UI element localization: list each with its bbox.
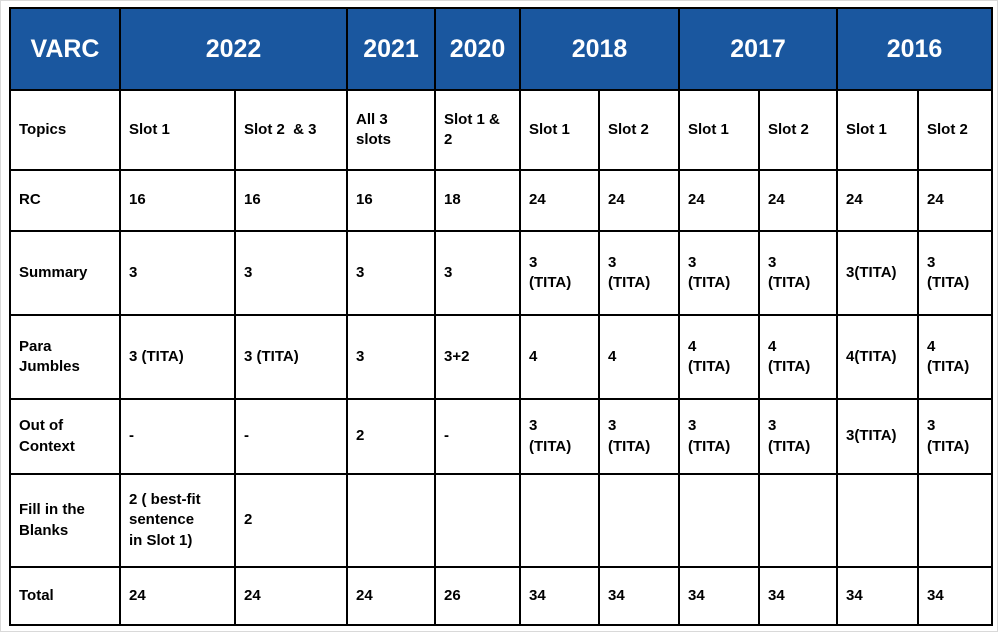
table-cell: 3 (TITA) <box>678 230 760 316</box>
year-header-2017: 2017 <box>678 7 838 91</box>
table-cell: 34 <box>917 566 993 626</box>
table-cell: Slot 2 <box>758 89 838 171</box>
table-cell <box>346 473 436 568</box>
year-header-2020: 2020 <box>434 7 521 91</box>
table-cell: 2 <box>346 398 436 475</box>
table-cell <box>758 473 838 568</box>
table-cell: 3 (TITA) <box>119 314 236 400</box>
table-cell <box>434 473 521 568</box>
table-cell: 4(TITA) <box>836 314 919 400</box>
table-cell: Slot 1 <box>119 89 236 171</box>
table-cell: 3 <box>346 314 436 400</box>
table-cell: 3 (TITA) <box>598 230 680 316</box>
row-label-summary: Summary <box>9 230 121 316</box>
table-cell: 4 <box>598 314 680 400</box>
table-cell: 4 (TITA) <box>917 314 993 400</box>
table-cell: Slot 1 <box>519 89 600 171</box>
table-cell: 16 <box>234 169 348 232</box>
table-cell: 34 <box>758 566 838 626</box>
table-cell: 3 (TITA) <box>758 398 838 475</box>
table-cell: 16 <box>119 169 236 232</box>
table-cell: 3 (TITA) <box>519 398 600 475</box>
table-cell: 4 (TITA) <box>758 314 838 400</box>
table-cell: 34 <box>519 566 600 626</box>
table-cell: 24 <box>519 169 600 232</box>
table-cell <box>917 473 993 568</box>
table-cell: Slot 1 <box>836 89 919 171</box>
table-cell: - <box>234 398 348 475</box>
year-header-row: VARC 2022 2021 2020 2018 2017 2016 <box>9 7 993 91</box>
table-cell: 24 <box>119 566 236 626</box>
table-cell: 3 (TITA) <box>234 314 348 400</box>
table-cell: 3 <box>119 230 236 316</box>
table-cell: 24 <box>678 169 760 232</box>
table-row-topics: Topics Slot 1 Slot 2 & 3 All 3 slots Slo… <box>9 89 993 171</box>
table-cell: All 3 slots <box>346 89 436 171</box>
table-cell: 34 <box>598 566 680 626</box>
year-header-2016: 2016 <box>836 7 993 91</box>
table-cell: 18 <box>434 169 521 232</box>
table-cell <box>678 473 760 568</box>
table-cell: 26 <box>434 566 521 626</box>
table-cell: 3(TITA) <box>836 398 919 475</box>
table-title-varc: VARC <box>9 7 121 91</box>
row-label-rc: RC <box>9 169 121 232</box>
table-row-fill-in-the-blanks: Fill in the Blanks 2 ( best-fit sentence… <box>9 473 993 568</box>
table-cell: 3 (TITA) <box>678 398 760 475</box>
table-cell: 4 (TITA) <box>678 314 760 400</box>
table-cell: 2 ( best-fit sentence in Slot 1) <box>119 473 236 568</box>
table-row-out-of-context: Out of Context - - 2 - 3 (TITA) 3 (TITA)… <box>9 398 993 475</box>
varc-table: VARC 2022 2021 2020 2018 2017 2016 Topic… <box>9 7 993 626</box>
year-header-2022: 2022 <box>119 7 348 91</box>
table-cell: 16 <box>346 169 436 232</box>
row-label-fill-in-the-blanks: Fill in the Blanks <box>9 473 121 568</box>
table-cell: 24 <box>917 169 993 232</box>
table-cell: - <box>434 398 521 475</box>
table-cell <box>598 473 680 568</box>
row-label-out-of-context: Out of Context <box>9 398 121 475</box>
table-cell: 4 <box>519 314 600 400</box>
table-cell <box>519 473 600 568</box>
row-label-para-jumbles: Para Jumbles <box>9 314 121 400</box>
table-cell: 3 (TITA) <box>917 230 993 316</box>
table-cell: Slot 2 & 3 <box>234 89 348 171</box>
row-label-topics: Topics <box>9 89 121 171</box>
table-cell: 34 <box>678 566 760 626</box>
table-cell: 3+2 <box>434 314 521 400</box>
table-cell: 3 <box>346 230 436 316</box>
table-cell: 24 <box>836 169 919 232</box>
table-cell: Slot 1 <box>678 89 760 171</box>
table-row-rc: RC 16 16 16 18 24 24 24 24 24 24 <box>9 169 993 232</box>
table-cell: Slot 2 <box>917 89 993 171</box>
table-cell: 3 <box>234 230 348 316</box>
table-cell: 24 <box>234 566 348 626</box>
table-cell: 2 <box>234 473 348 568</box>
year-header-2018: 2018 <box>519 7 680 91</box>
table-cell: - <box>119 398 236 475</box>
table-cell: 34 <box>836 566 919 626</box>
table-row-summary: Summary 3 3 3 3 3 (TITA) 3 (TITA) 3 (TIT… <box>9 230 993 316</box>
table-cell: 24 <box>758 169 838 232</box>
table-cell: 24 <box>346 566 436 626</box>
table-row-para-jumbles: Para Jumbles 3 (TITA) 3 (TITA) 3 3+2 4 4… <box>9 314 993 400</box>
table-row-total: Total 24 24 24 26 34 34 34 34 34 34 <box>9 566 993 626</box>
table-cell: 3 (TITA) <box>917 398 993 475</box>
table-cell: 3 <box>434 230 521 316</box>
table-cell: Slot 2 <box>598 89 680 171</box>
table-cell: 3 (TITA) <box>758 230 838 316</box>
year-header-2021: 2021 <box>346 7 436 91</box>
row-label-total: Total <box>9 566 121 626</box>
table-cell: 3 (TITA) <box>519 230 600 316</box>
table-cell: 24 <box>598 169 680 232</box>
table-cell: Slot 1 & 2 <box>434 89 521 171</box>
table-cell: 3(TITA) <box>836 230 919 316</box>
table-cell <box>836 473 919 568</box>
table-cell: 3 (TITA) <box>598 398 680 475</box>
